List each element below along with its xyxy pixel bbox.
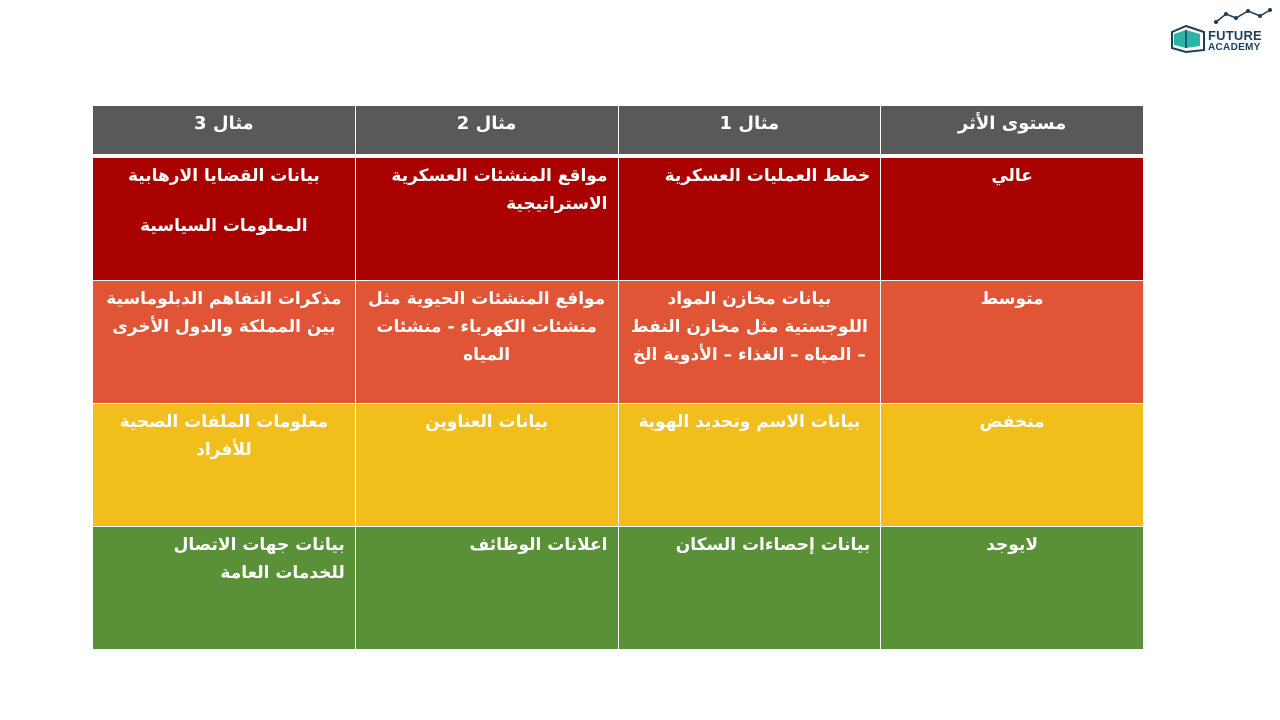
logo-line-1: FUTURE — [1208, 28, 1262, 43]
level-none: لايوجد — [880, 526, 1144, 650]
none-example-2: اعلانات الوظائف — [354, 526, 619, 650]
impact-level-table: مستوى الأثر مثال 1 مثال 2 مثال 3 عالي خط… — [92, 105, 1144, 650]
header-example-2-text: مثال 2 — [456, 113, 517, 134]
logo-wordmark: FUTURE ACADEMY — [1208, 28, 1262, 54]
high-example-3-line-1: بيانات القضايا الارهابية — [127, 166, 320, 186]
table-row-none: لايوجد بيانات إحصاءات السكان اعلانات الو… — [92, 526, 1144, 650]
table-row-high: عالي خطط العمليات العسكرية مواقع المنشئا… — [92, 155, 1144, 281]
high-example-3-line-2: المعلومات السياسية — [140, 216, 308, 236]
low-example-2: بيانات العناوين — [354, 403, 619, 527]
table-header-row: مستوى الأثر مثال 1 مثال 2 مثال 3 — [92, 105, 1144, 158]
header-example-3: مثال 3 — [92, 105, 356, 158]
none-example-1: بيانات إحصاءات السكان — [617, 526, 882, 650]
header-example-1: مثال 1 — [617, 105, 882, 158]
header-example-1-text: مثال 1 — [719, 113, 780, 134]
header-impact-level: مستوى الأثر — [880, 105, 1144, 158]
book-chart-icon — [1171, 24, 1205, 54]
high-example-1: خطط العمليات العسكرية — [617, 155, 882, 281]
header-example-2: مثال 2 — [354, 105, 619, 158]
medium-example-1: بيانات مخازن المواد اللوجستية مثل مخازن … — [617, 280, 882, 404]
trend-line-icon — [1214, 8, 1272, 24]
logo-line-2: ACADEMY — [1208, 42, 1261, 53]
medium-example-2: مواقع المنشئات الحيوية مثل منشئات الكهرب… — [354, 280, 619, 404]
header-impact-level-text: مستوى الأثر — [957, 113, 1067, 134]
high-example-2: مواقع المنشئات العسكرية الاستراتيجية — [354, 155, 619, 281]
future-academy-logo: FUTURE ACADEMY — [1170, 8, 1272, 56]
level-high: عالي — [880, 155, 1144, 281]
level-low: منخفض — [880, 403, 1144, 527]
low-example-1: بيانات الاسم وتحديد الهوية — [617, 403, 882, 527]
high-example-3: بيانات القضايا الارهابية المعلومات السيا… — [92, 155, 356, 281]
table-row-low: منخفض بيانات الاسم وتحديد الهوية بيانات … — [92, 403, 1144, 527]
level-medium: متوسط — [880, 280, 1144, 404]
medium-example-3: مذكرات التفاهم الدبلوماسية بين المملكة و… — [92, 280, 356, 404]
none-example-3: بيانات جهات الاتصال للخدمات العامة — [92, 526, 356, 650]
low-example-3: معلومات الملفات الصحية للأفراد — [92, 403, 356, 527]
table-row-medium: متوسط بيانات مخازن المواد اللوجستية مثل … — [92, 280, 1144, 404]
header-example-3-text: مثال 3 — [194, 113, 254, 134]
